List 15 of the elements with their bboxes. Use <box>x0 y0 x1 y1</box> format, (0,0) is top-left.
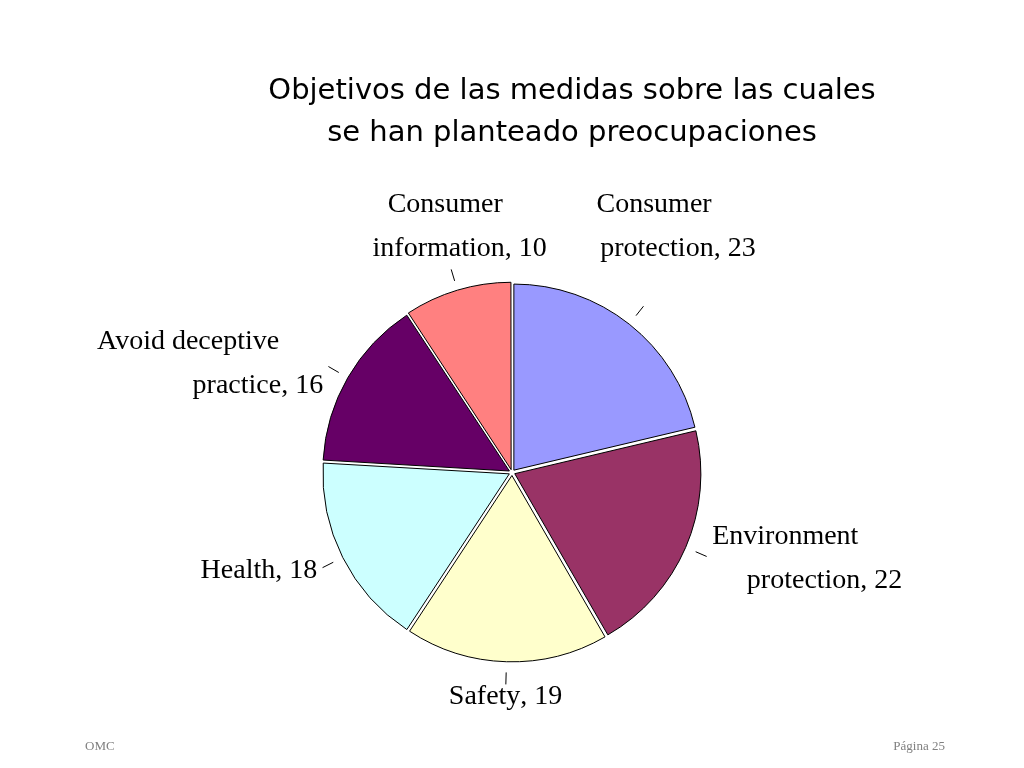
text: Página 25 <box>893 738 945 754</box>
chart-title: Objetivos de las medidas sobre las cuales se han planteado preocupaciones <box>267 71 877 150</box>
slice-label: Consumer protection <box>596 186 714 262</box>
data-label: , 22 <box>860 563 903 595</box>
slice-label: Environment protection <box>712 519 861 595</box>
slice-label: Consumer information <box>372 186 505 262</box>
data-label: , 23 <box>713 230 756 262</box>
slice-label: Health <box>200 552 276 584</box>
slice-label: Safety <box>448 678 521 710</box>
slice-label: Avoid deceptive practice <box>97 323 282 399</box>
text: OMC <box>85 738 115 754</box>
data-label: , 19 <box>520 678 563 710</box>
data-label: , 18 <box>275 552 318 584</box>
data-label: , 16 <box>281 367 324 399</box>
data-label: , 10 <box>504 230 547 262</box>
